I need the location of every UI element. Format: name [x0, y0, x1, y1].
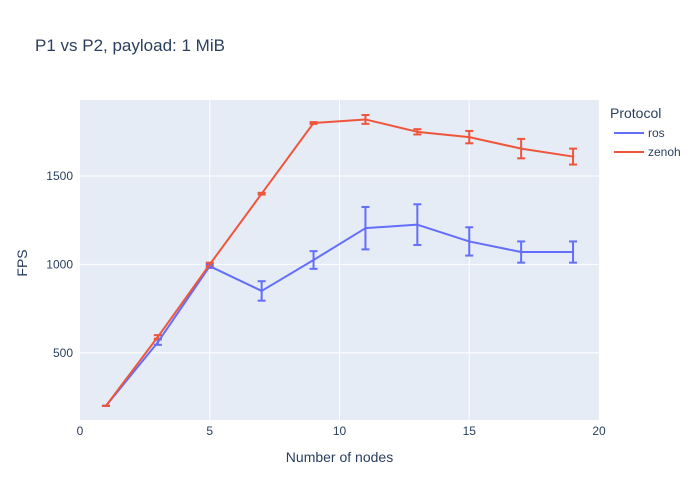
- y-axis-title: FPS: [14, 249, 30, 276]
- data-point-ros: [571, 250, 575, 254]
- y-tick-label: 1500: [46, 169, 73, 183]
- data-point-zenoh: [312, 121, 315, 125]
- data-point-zenoh: [364, 118, 367, 121]
- data-point-zenoh: [519, 147, 523, 150]
- data-point-ros: [260, 289, 263, 293]
- data-point-zenoh: [260, 192, 263, 195]
- y-tick-label: 500: [53, 346, 73, 360]
- x-tick-label: 15: [463, 424, 477, 438]
- legend-title: Protocol: [610, 105, 661, 121]
- data-point-ros: [519, 250, 523, 254]
- tick-label-layer: 0 5 10 15 20 500 1000 1500: [46, 169, 606, 438]
- x-tick-label: 0: [77, 424, 84, 438]
- data-point-zenoh: [156, 335, 160, 339]
- data-point-zenoh: [104, 404, 108, 408]
- data-point-ros: [364, 226, 367, 230]
- x-tick-label: 10: [333, 424, 347, 438]
- y-tick-label: 1000: [46, 257, 73, 271]
- data-point-zenoh: [208, 263, 211, 266]
- data-point-ros: [416, 223, 419, 226]
- x-tick-label: 5: [206, 424, 213, 438]
- data-point-zenoh: [571, 155, 575, 158]
- legend-label-zenoh: zenoh: [648, 145, 681, 159]
- series-line-zenoh: [105, 118, 574, 407]
- legend-label-ros: ros: [648, 126, 665, 140]
- data-point-zenoh: [468, 135, 471, 139]
- data-point-ros: [468, 240, 471, 243]
- legend: Protocol ros zenoh: [610, 105, 681, 159]
- x-tick-label: 20: [592, 424, 606, 438]
- chart-title: P1 vs P2, payload: 1 MiB: [35, 36, 225, 55]
- grid-layer: [80, 100, 599, 420]
- data-point-ros: [312, 258, 315, 262]
- data-point-ros: [156, 341, 160, 344]
- legend-items: ros zenoh: [614, 126, 681, 159]
- x-axis-title: Number of nodes: [286, 449, 393, 465]
- data-point-zenoh: [416, 130, 419, 134]
- series-line-ros: [105, 223, 574, 407]
- series-line-layer: [104, 118, 575, 408]
